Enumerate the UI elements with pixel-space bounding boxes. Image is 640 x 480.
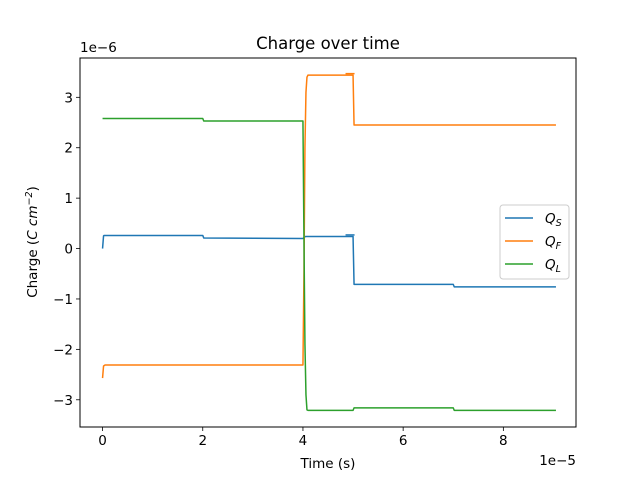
y-tick-label: −3 [53, 393, 73, 409]
x-tick-label: 0 [98, 433, 107, 449]
x-tick-label: 8 [499, 433, 508, 449]
y-tick-label: −2 [53, 342, 73, 358]
x-tick-label: 6 [399, 433, 408, 449]
y-tick-label: 3 [64, 90, 73, 106]
y-axis-label: Charge (C cm−2) [24, 186, 41, 298]
legend: QS QF QL [499, 204, 570, 280]
x-offset-label: 1e−5 [539, 453, 576, 469]
axes-frame [79, 57, 577, 428]
legend-label: QL [545, 257, 561, 275]
y-offset-label: 1e−6 [80, 40, 117, 56]
chart-title: Charge over time [256, 34, 400, 53]
x-tick-label: 2 [198, 433, 207, 449]
x-tick-label: 4 [299, 433, 308, 449]
plot-lines [101, 72, 556, 412]
y-tick-label: 2 [64, 141, 73, 157]
legend-label: QS [545, 211, 562, 229]
y-tick-label: 1 [64, 191, 73, 207]
series-line-q-l [102, 117, 556, 412]
series-line-q-f [101, 74, 556, 379]
y-axis: −3 −2 −1 0 1 2 3 [53, 90, 80, 409]
legend-box [499, 204, 570, 280]
x-axis-label: Time (s) [300, 456, 356, 472]
y-tick-label: −1 [53, 292, 73, 308]
legend-label: QF [545, 234, 562, 252]
x-axis: 0 2 4 6 8 [98, 427, 508, 449]
y-tick-label: 0 [64, 242, 73, 258]
